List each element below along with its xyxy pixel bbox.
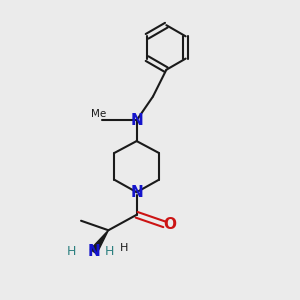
Text: N: N [130,113,143,128]
Text: N: N [130,185,143,200]
Text: H: H [67,245,76,258]
Polygon shape [90,230,108,254]
Text: Me: Me [91,109,106,119]
Text: N: N [87,244,100,259]
Text: H: H [120,243,128,253]
Text: O: O [164,217,177,232]
Text: H: H [105,245,114,258]
